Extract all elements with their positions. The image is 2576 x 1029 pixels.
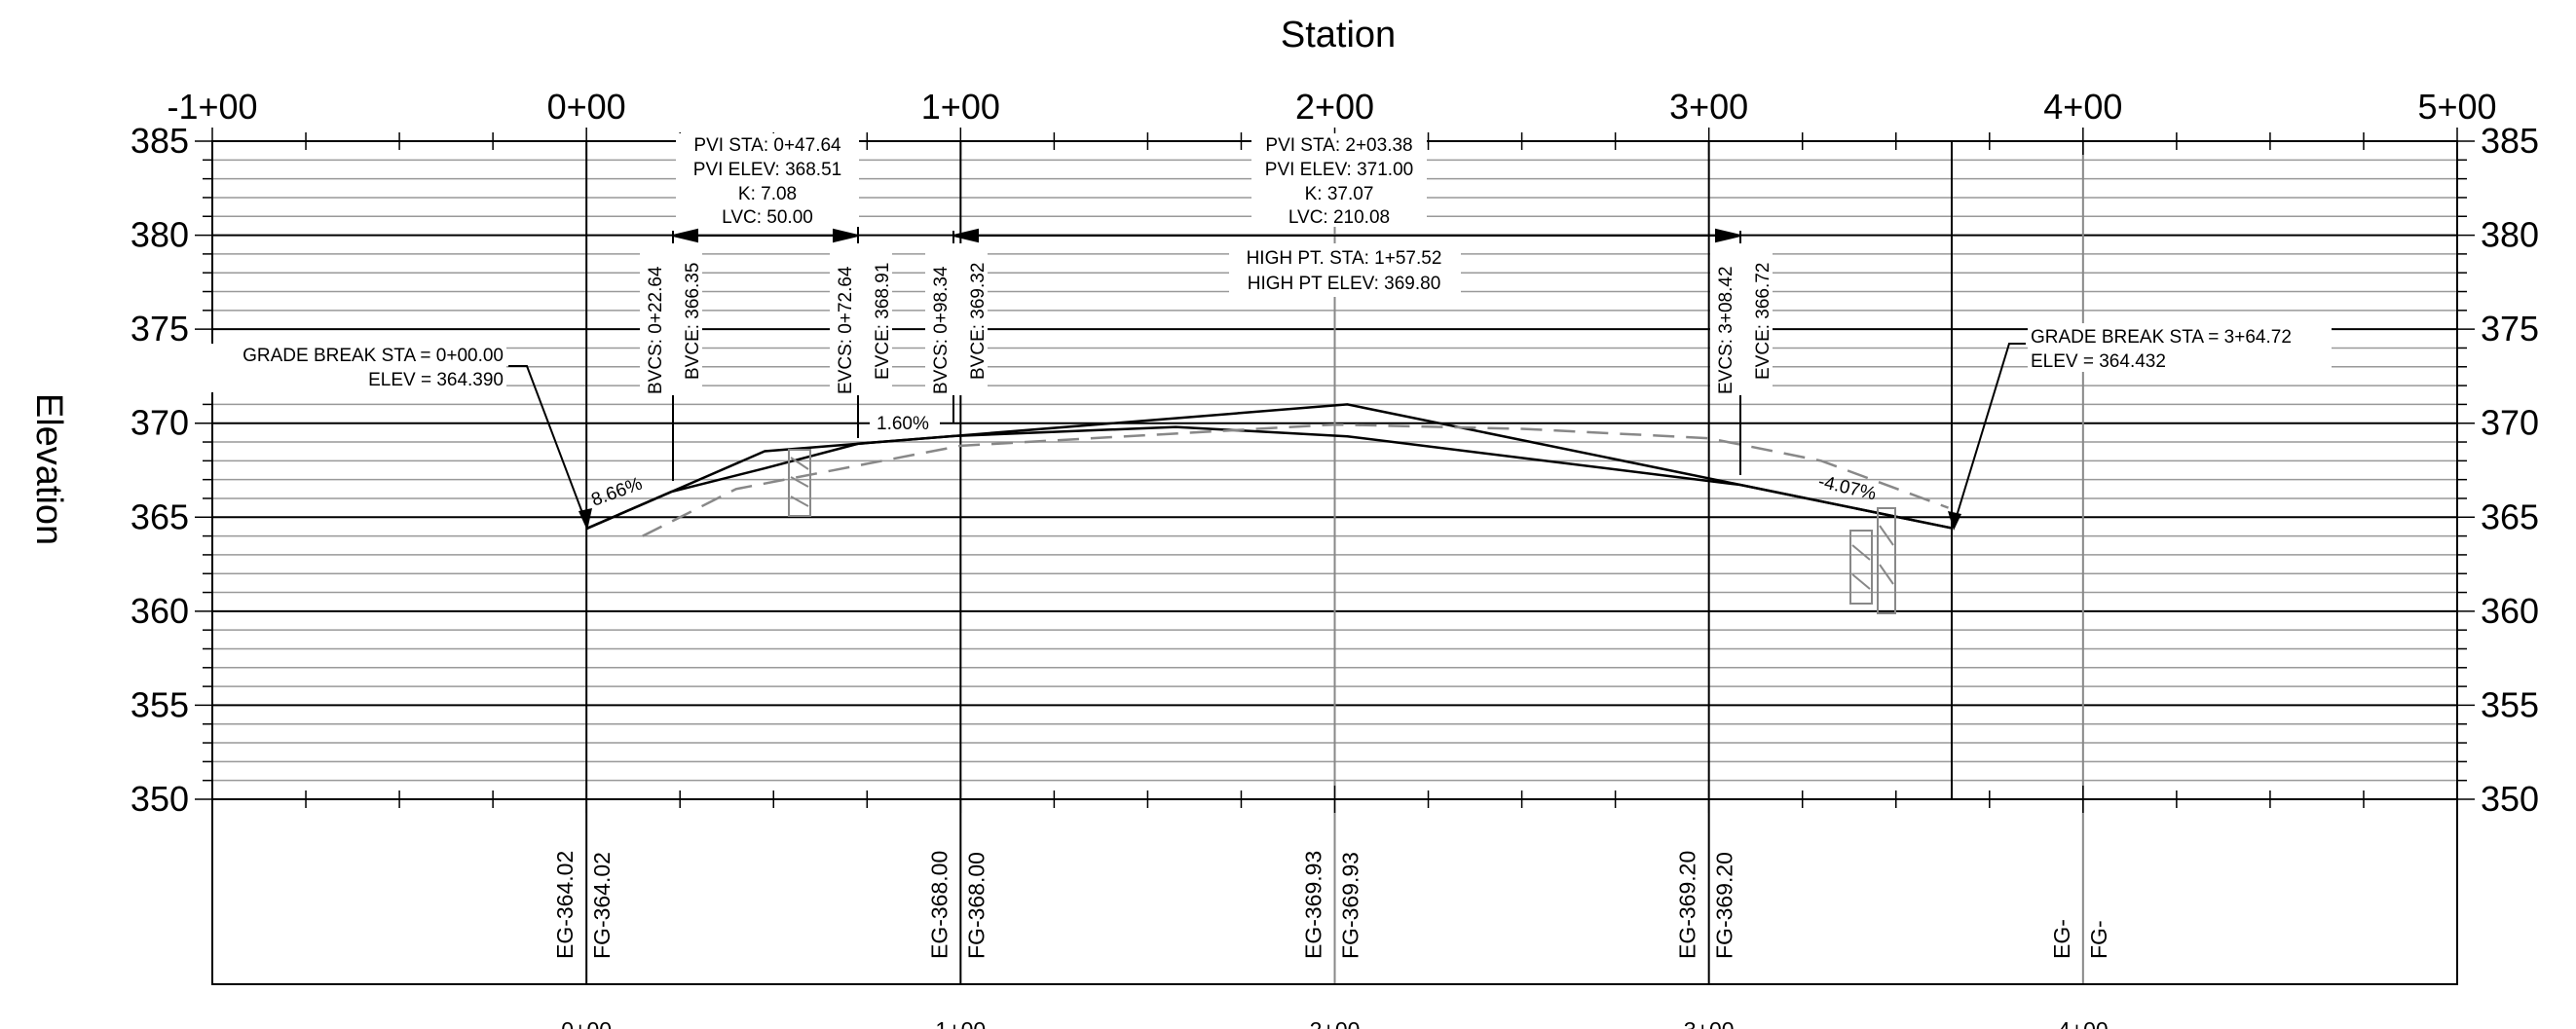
grade-label-3: -4.07% <box>1816 471 1878 504</box>
data-band-frame <box>211 798 2458 985</box>
y-tick-label-right: 350 <box>2481 779 2539 819</box>
y-tick-label-left: 350 <box>131 779 189 819</box>
gb-left-elev: ELEV = 364.390 <box>368 370 504 390</box>
bvce-label-1: BVCE: 366.35 <box>683 263 703 380</box>
bottom-station-labels: 0+00 1+00 2+00 3+00 4+00 <box>561 1017 2108 1029</box>
high-pt-sta: HIGH PT. STA: 1+57.52 <box>1247 248 1442 269</box>
bottom-station-label: 1+00 <box>935 1017 986 1029</box>
profile-lines <box>585 403 1952 537</box>
data-band: EG-364.02 FG-364.02 EG-368.00 FG-368.00 EG-3… <box>552 851 2111 959</box>
grade-label-2: 1.60% <box>877 414 929 434</box>
x-tick-label: 4+00 <box>2043 87 2122 127</box>
bvce-label-2: BVCE: 369.32 <box>968 263 989 380</box>
bvcs-label-1: BVCS: 0+22.64 <box>646 266 666 394</box>
eg-band-label: EG-364.02 <box>552 851 578 959</box>
pvi-2-lvc: LVC: 210.08 <box>1288 207 1390 228</box>
x-tick-label: 1+00 <box>921 87 1000 127</box>
y-tick-label-right: 385 <box>2481 121 2539 161</box>
eg-band-label: EG- <box>2049 919 2074 959</box>
pvi-2-k: K: 37.07 <box>1305 184 1374 204</box>
bottom-station-label: 4+00 <box>2058 1017 2109 1029</box>
pvi-1-k: K: 7.08 <box>738 184 797 204</box>
x-tick-label: 3+00 <box>1669 87 1748 127</box>
finished-grade-curve <box>585 425 1952 531</box>
fg-band-label: FG-369.93 <box>1338 852 1363 959</box>
fg-band-label: FG-364.02 <box>589 852 615 959</box>
fg-band-label: FG- <box>2086 920 2111 959</box>
y-tick-label-right: 365 <box>2481 496 2539 536</box>
y-tick-label-left: 380 <box>131 215 189 255</box>
gb-right-elev: ELEV = 364.432 <box>2031 351 2166 372</box>
evcs-label-1: EVCS: 0+72.64 <box>836 266 856 394</box>
evcs-label-2: EVCS: 3+08.42 <box>1716 266 1736 394</box>
evce-label-1: EVCE: 368.91 <box>873 263 893 380</box>
x-tick-label: -1+00 <box>167 87 257 127</box>
gb-left-sta: GRADE BREAK STA = 0+00.00 <box>243 346 504 366</box>
bvcs-label-2: BVCS: 0+98.34 <box>931 266 952 394</box>
fg-band-label: FG-369.20 <box>1712 852 1737 959</box>
vertical-labels: BVCS: 0+22.64 BVCE: 366.35 EVCS: 0+72.64… <box>640 243 1773 395</box>
pvi-2-sta: PVI STA: 2+03.38 <box>1265 135 1412 156</box>
pvi-2-annotation: PVI STA: 2+03.38 PVI ELEV: 371.00 K: 37.… <box>1251 133 1427 228</box>
bottom-station-label: 2+00 <box>1310 1017 1361 1029</box>
existing-ground-line <box>642 423 1949 537</box>
grade-break-left: GRADE BREAK STA = 0+00.00 ELEV = 364.390 <box>203 344 592 531</box>
evce-label-2: EVCE: 366.72 <box>1753 263 1773 380</box>
pvi-1-sta: PVI STA: 0+47.64 <box>693 135 841 156</box>
eg-band-label: EG-369.93 <box>1301 851 1326 959</box>
y-tick-label-right: 375 <box>2481 309 2539 349</box>
x-axis-title: Station <box>1281 15 1396 55</box>
pvi-1-elev: PVI ELEV: 368.51 <box>693 160 841 180</box>
pvi-1-annotation: PVI STA: 0+47.64 PVI ELEV: 368.51 K: 7.0… <box>676 133 859 228</box>
gb-right-sta: GRADE BREAK STA = 3+64.72 <box>2031 327 2292 348</box>
eg-band-label: EG-368.00 <box>926 851 952 959</box>
y-tick-label-right: 360 <box>2481 591 2539 631</box>
y-tick-label-right: 380 <box>2481 215 2539 255</box>
y-tick-label-left: 355 <box>131 684 189 724</box>
x-tick-label: 0+00 <box>547 87 626 127</box>
y-tick-label-left: 375 <box>131 309 189 349</box>
vertical-curve-markers <box>672 141 1953 799</box>
pvi-2-elev: PVI ELEV: 371.00 <box>1265 160 1413 180</box>
y-tick-label-left: 385 <box>131 121 189 161</box>
x-tick-label: 5+00 <box>2417 87 2496 127</box>
grade-break-right: GRADE BREAK STA = 3+64.72 ELEV = 364.432 <box>1948 323 2332 531</box>
y-tick-label-right: 370 <box>2481 403 2539 443</box>
x-tick-label: 2+00 <box>1295 87 1374 127</box>
structure-hatch <box>788 449 1896 614</box>
y-axis-title: Elevation <box>28 393 69 545</box>
fg-band-label: FG-368.00 <box>963 852 989 959</box>
bottom-station-label: 3+00 <box>1684 1017 1735 1029</box>
grid-lines <box>195 128 2475 984</box>
y-tick-label-left: 360 <box>131 591 189 631</box>
y-tick-label-left: 365 <box>131 496 189 536</box>
vc-arrows <box>672 228 1741 243</box>
y-tick-label-left: 370 <box>131 403 189 443</box>
y-tick-labels: 385 385 380 380 375 375 370 370 365 365 360 360 355 3… <box>131 121 2539 819</box>
bottom-station-label: 0+00 <box>561 1017 612 1029</box>
pvi-1-lvc: LVC: 50.00 <box>722 207 813 228</box>
eg-band-label: EG-369.20 <box>1675 851 1700 959</box>
x-tick-labels: -1+00 0+00 1+00 2+00 3+00 4+00 5+00 <box>167 87 2496 127</box>
high-pt-elev: HIGH PT ELEV: 369.80 <box>1248 274 1441 294</box>
y-tick-label-right: 355 <box>2481 684 2539 724</box>
high-point-annotation: HIGH PT. STA: 1+57.52 HIGH PT ELEV: 369.… <box>1229 243 1461 297</box>
